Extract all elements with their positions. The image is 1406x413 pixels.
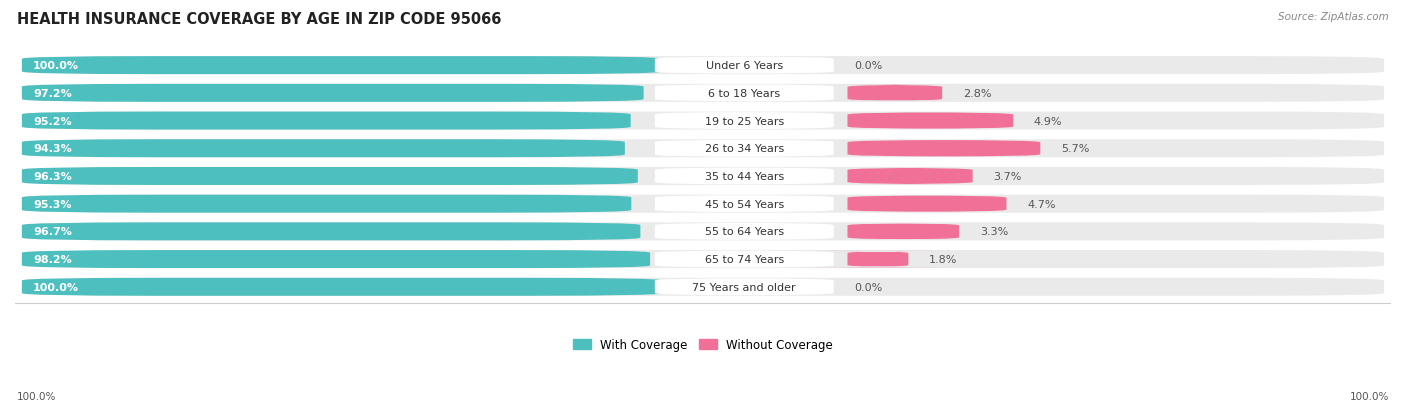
Text: Source: ZipAtlas.com: Source: ZipAtlas.com — [1278, 12, 1389, 22]
FancyBboxPatch shape — [22, 223, 640, 241]
Text: 45 to 54 Years: 45 to 54 Years — [704, 199, 785, 209]
Text: 65 to 74 Years: 65 to 74 Years — [704, 254, 785, 264]
FancyBboxPatch shape — [801, 251, 955, 268]
Text: 35 to 44 Years: 35 to 44 Years — [704, 171, 785, 182]
Text: 3.3%: 3.3% — [980, 227, 1008, 237]
Text: HEALTH INSURANCE COVERAGE BY AGE IN ZIP CODE 95066: HEALTH INSURANCE COVERAGE BY AGE IN ZIP … — [17, 12, 502, 27]
Text: Under 6 Years: Under 6 Years — [706, 61, 783, 71]
FancyBboxPatch shape — [22, 195, 1384, 213]
FancyBboxPatch shape — [22, 278, 1384, 296]
FancyBboxPatch shape — [655, 113, 834, 130]
FancyBboxPatch shape — [655, 196, 834, 213]
Text: 2.8%: 2.8% — [963, 89, 991, 99]
Text: 100.0%: 100.0% — [17, 391, 56, 401]
FancyBboxPatch shape — [22, 250, 1384, 268]
FancyBboxPatch shape — [22, 112, 1384, 130]
Text: 3.7%: 3.7% — [993, 171, 1022, 182]
FancyBboxPatch shape — [655, 85, 834, 102]
FancyBboxPatch shape — [22, 140, 624, 158]
Text: 98.2%: 98.2% — [32, 254, 72, 264]
FancyBboxPatch shape — [22, 112, 631, 130]
FancyBboxPatch shape — [22, 140, 1384, 158]
Text: 1.8%: 1.8% — [929, 254, 957, 264]
FancyBboxPatch shape — [655, 168, 834, 185]
Text: 0.0%: 0.0% — [855, 282, 883, 292]
FancyBboxPatch shape — [848, 169, 973, 185]
FancyBboxPatch shape — [655, 223, 834, 240]
Text: 96.7%: 96.7% — [32, 227, 72, 237]
FancyBboxPatch shape — [655, 57, 834, 74]
Text: 100.0%: 100.0% — [32, 282, 79, 292]
Text: 97.2%: 97.2% — [32, 89, 72, 99]
Text: 96.3%: 96.3% — [32, 171, 72, 182]
Text: 5.7%: 5.7% — [1062, 144, 1090, 154]
FancyBboxPatch shape — [22, 168, 1384, 185]
FancyBboxPatch shape — [22, 85, 1384, 102]
FancyBboxPatch shape — [848, 196, 1007, 212]
Text: 94.3%: 94.3% — [32, 144, 72, 154]
FancyBboxPatch shape — [22, 85, 644, 102]
FancyBboxPatch shape — [655, 251, 834, 268]
FancyBboxPatch shape — [22, 278, 662, 296]
FancyBboxPatch shape — [848, 141, 1040, 157]
Text: 100.0%: 100.0% — [1350, 391, 1389, 401]
Text: 26 to 34 Years: 26 to 34 Years — [704, 144, 785, 154]
FancyBboxPatch shape — [848, 113, 1014, 129]
FancyBboxPatch shape — [835, 85, 955, 102]
FancyBboxPatch shape — [22, 168, 638, 185]
Legend: With Coverage, Without Coverage: With Coverage, Without Coverage — [568, 333, 838, 356]
FancyBboxPatch shape — [848, 224, 959, 240]
Text: 100.0%: 100.0% — [32, 61, 79, 71]
FancyBboxPatch shape — [22, 195, 631, 213]
FancyBboxPatch shape — [655, 140, 834, 157]
FancyBboxPatch shape — [655, 279, 834, 296]
Text: 95.2%: 95.2% — [32, 116, 72, 126]
Text: 4.9%: 4.9% — [1033, 116, 1063, 126]
FancyBboxPatch shape — [22, 223, 1384, 241]
Text: 0.0%: 0.0% — [855, 61, 883, 71]
FancyBboxPatch shape — [22, 57, 662, 75]
Text: 95.3%: 95.3% — [32, 199, 72, 209]
FancyBboxPatch shape — [22, 57, 1384, 75]
Text: 55 to 64 Years: 55 to 64 Years — [704, 227, 783, 237]
Text: 75 Years and older: 75 Years and older — [693, 282, 796, 292]
FancyBboxPatch shape — [22, 250, 650, 268]
Text: 19 to 25 Years: 19 to 25 Years — [704, 116, 785, 126]
Text: 6 to 18 Years: 6 to 18 Years — [709, 89, 780, 99]
Text: 4.7%: 4.7% — [1028, 199, 1056, 209]
